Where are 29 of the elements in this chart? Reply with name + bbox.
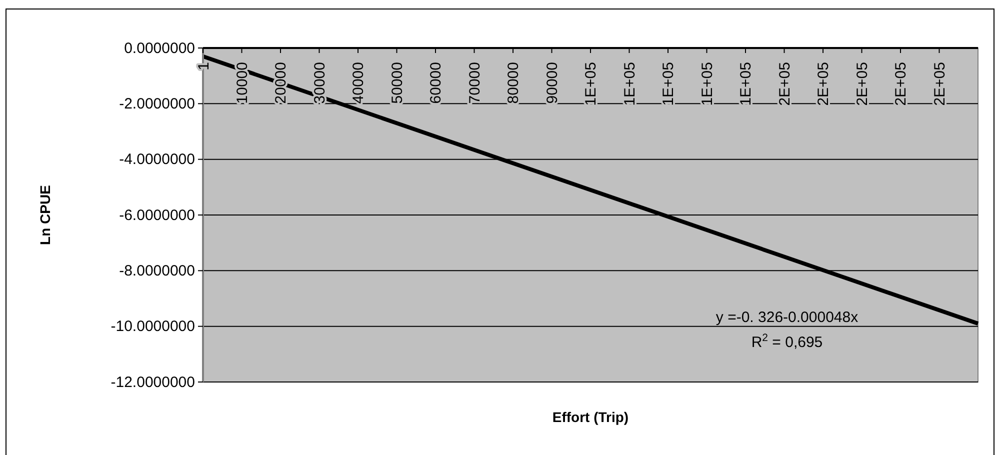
y-tick-label: -2.0000000 <box>119 95 195 112</box>
y-tick-label: 0.0000000 <box>124 40 195 57</box>
y-tick-label: -4.0000000 <box>119 151 195 168</box>
x-tick-label: 50000 <box>388 62 406 104</box>
x-tick-label: 2E+05 <box>932 62 948 106</box>
x-tick-label: 60000 <box>428 62 445 104</box>
x-tick-label: 20000 <box>272 62 290 104</box>
y-tick-label: -8.0000000 <box>119 262 195 280</box>
x-tick-label: 80000 <box>505 62 522 104</box>
x-tick-label: 2E+05 <box>854 62 871 106</box>
x-tick-label: 1E+05 <box>660 62 678 106</box>
x-tick-label: 2E+05 <box>892 62 910 106</box>
y-tick-label: -6.0000000 <box>119 206 195 224</box>
y-axis-title: Ln CPUE <box>37 185 53 245</box>
x-tick-label: 1E+05 <box>582 62 600 106</box>
x-tick-label: 2E+05 <box>815 62 832 106</box>
y-tick-label: -12.0000000 <box>110 374 195 391</box>
x-tick-label: 1E+05 <box>622 62 638 106</box>
annotation: R$^{2}$ = 0,695 <box>751 332 823 351</box>
x-tick-label: 1 <box>195 62 212 70</box>
x-tick-label: 2E+05 <box>776 62 794 106</box>
y-tick-label: -10.0000000 <box>110 318 195 336</box>
x-tick-label: 90000 <box>544 62 561 104</box>
x-tick-label: 40000 <box>350 62 368 104</box>
x-tick-label: 1E+05 <box>738 62 755 106</box>
x-tick-label: 70000 <box>466 62 484 104</box>
x-axis-title: Effort (Trip) <box>552 409 629 425</box>
annotation: y =-0. 326-0.000048x <box>716 309 859 326</box>
x-tick-label: 1E+05 <box>699 62 716 106</box>
